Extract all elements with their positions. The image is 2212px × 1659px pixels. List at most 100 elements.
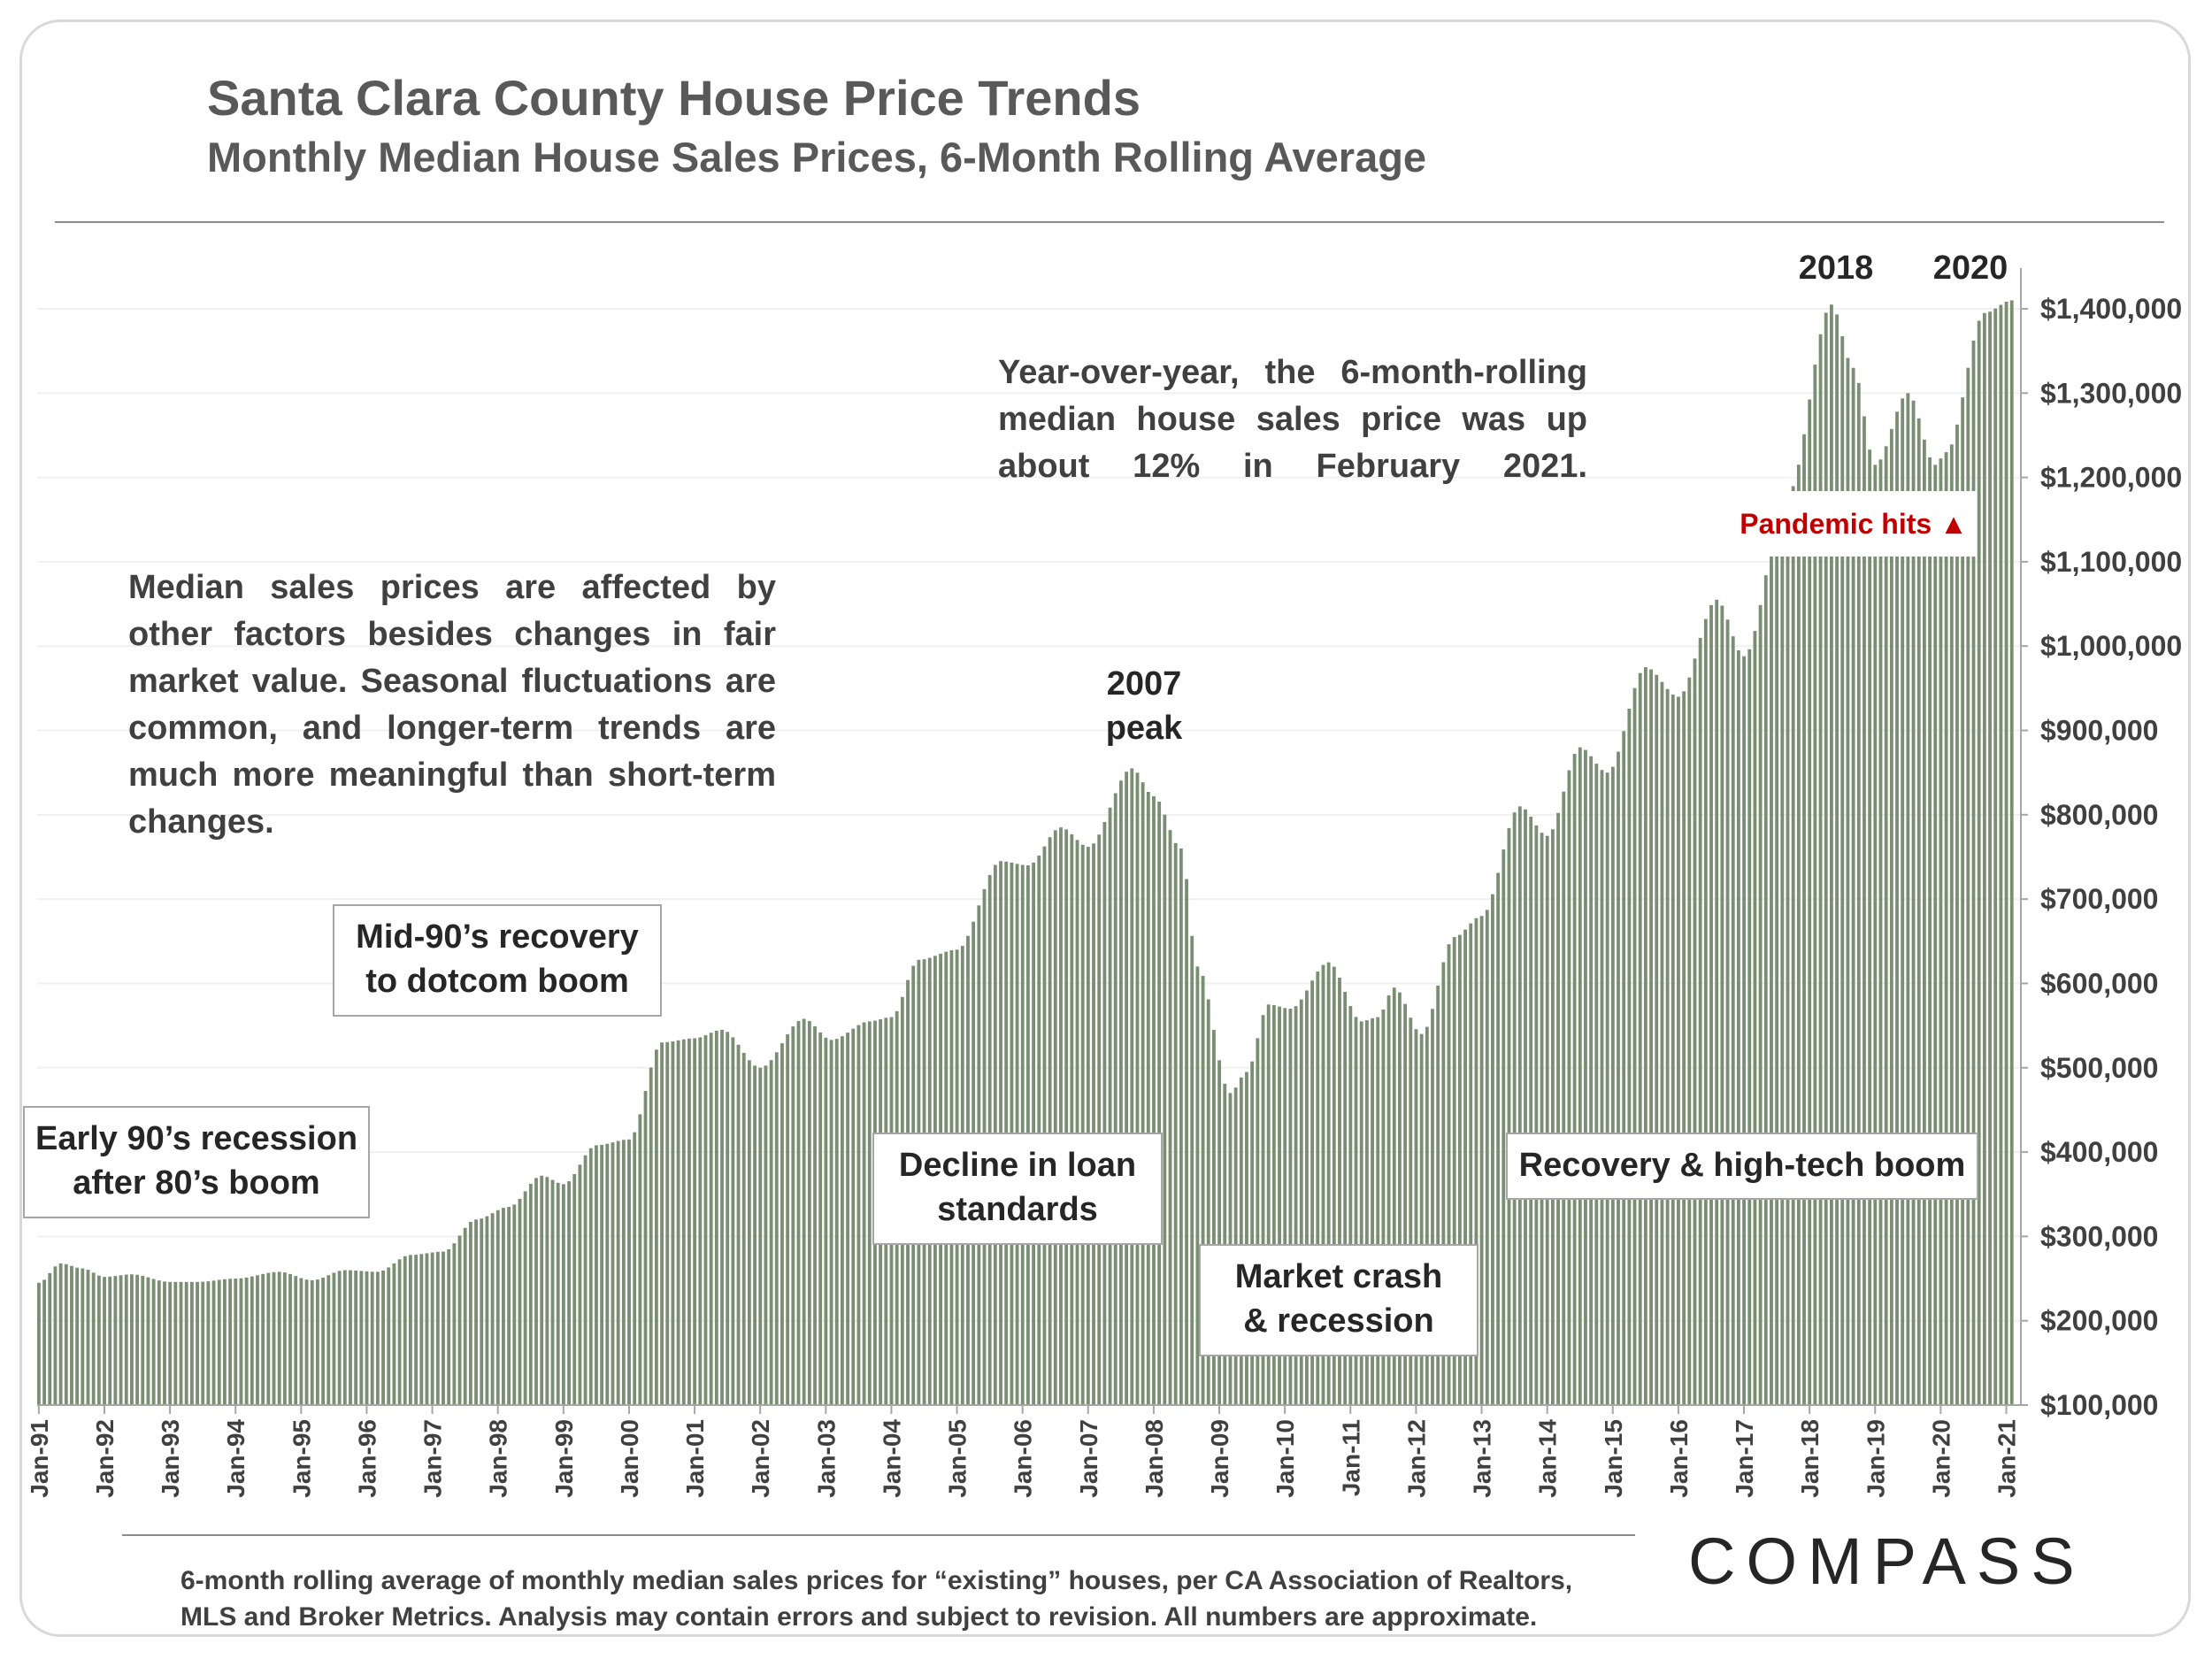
bar <box>359 1271 364 1405</box>
bar <box>1944 452 1948 1405</box>
y-tick-label: $1,100,000 <box>2040 546 2182 578</box>
bar <box>720 1029 724 1405</box>
bar <box>791 1026 795 1405</box>
bar <box>1392 987 1396 1405</box>
bar <box>578 1164 582 1405</box>
bar <box>786 1033 790 1405</box>
bar <box>1386 995 1391 1405</box>
bar <box>1813 365 1817 1406</box>
bar <box>807 1020 811 1405</box>
bar <box>299 1278 303 1405</box>
y-tick-label: $600,000 <box>2040 967 2158 999</box>
bar <box>81 1268 85 1405</box>
bar <box>856 1025 861 1405</box>
y-tick-label: $700,000 <box>2040 883 2158 915</box>
bar <box>124 1274 128 1405</box>
bar <box>867 1021 872 1405</box>
y-tick-label: $100,000 <box>2040 1389 2158 1421</box>
bar <box>753 1065 757 1405</box>
bar <box>1655 674 1659 1405</box>
bar <box>1403 1003 1408 1405</box>
x-tick-label: Jan-94 <box>222 1419 250 1498</box>
bar <box>1321 964 1325 1405</box>
bar <box>676 1040 680 1405</box>
bar <box>1999 304 2003 1405</box>
bar <box>1048 837 1052 1405</box>
x-tick-label: Jan-05 <box>944 1419 972 1498</box>
bar <box>2009 300 2014 1406</box>
bar <box>1245 1071 1248 1405</box>
bar <box>736 1044 741 1405</box>
bar <box>583 1155 588 1405</box>
x-tick-label: Jan-09 <box>1206 1419 1233 1498</box>
x-tick-label: Jan-12 <box>1402 1419 1430 1498</box>
bar <box>758 1067 763 1405</box>
bar <box>1119 780 1123 1405</box>
bar <box>1763 575 1768 1405</box>
bar <box>189 1281 194 1405</box>
bar <box>1840 335 1845 1406</box>
bar <box>1283 1008 1287 1405</box>
x-tick-label: Jan-00 <box>616 1419 643 1498</box>
x-tick-label: Jan-01 <box>681 1419 709 1498</box>
peak-2007-word: peak <box>1105 710 1183 747</box>
bar <box>414 1255 419 1405</box>
bar <box>1829 304 1833 1406</box>
bar <box>572 1173 577 1405</box>
bar <box>58 1263 63 1405</box>
bar <box>846 1033 849 1405</box>
bar <box>135 1274 140 1405</box>
bar <box>1108 807 1112 1405</box>
bar <box>381 1271 385 1405</box>
bar <box>1709 604 1713 1405</box>
bar <box>425 1253 429 1405</box>
footer-divider <box>122 1534 1635 1536</box>
bar <box>239 1278 243 1405</box>
bar <box>1064 829 1069 1405</box>
y-tick-label: $500,000 <box>2040 1052 2158 1084</box>
y-tick-label: $1,000,000 <box>2040 630 2182 662</box>
bar <box>1070 833 1074 1405</box>
bar <box>1195 966 1200 1405</box>
x-tick-label: Jan-07 <box>1075 1419 1102 1498</box>
bar <box>824 1037 828 1405</box>
bar <box>457 1235 462 1405</box>
bar <box>605 1143 610 1405</box>
bar <box>1572 754 1577 1405</box>
x-tick-label: Jan-11 <box>1337 1419 1364 1496</box>
bar <box>261 1273 265 1405</box>
bar <box>442 1251 445 1405</box>
bar <box>1409 1018 1413 1405</box>
bar <box>75 1267 80 1405</box>
bar <box>119 1275 123 1405</box>
bar <box>1873 465 1878 1405</box>
bar <box>550 1179 555 1405</box>
bar <box>1863 416 1866 1405</box>
bar <box>70 1265 73 1405</box>
bar <box>387 1267 391 1405</box>
mid90s-line2: to dotcom boom <box>365 963 629 1000</box>
bar <box>780 1043 784 1405</box>
bar <box>687 1038 691 1405</box>
bar <box>1791 486 1795 1406</box>
bar <box>1824 312 1828 1406</box>
decline-line1: Decline in loan <box>898 1147 1137 1184</box>
y-tick-label: $300,000 <box>2040 1220 2158 1252</box>
bar <box>518 1198 522 1405</box>
bar <box>244 1277 249 1405</box>
bar <box>354 1271 358 1405</box>
bar <box>1802 434 1806 1406</box>
bar <box>1436 985 1440 1405</box>
bar <box>1179 848 1183 1405</box>
bar <box>1256 1038 1260 1405</box>
bar <box>1217 1060 1222 1405</box>
x-tick-label: Jan-18 <box>1796 1419 1824 1498</box>
bar <box>1878 459 1883 1405</box>
bar <box>698 1037 703 1405</box>
bar <box>349 1270 352 1405</box>
bar <box>223 1279 227 1405</box>
bar <box>1671 694 1675 1405</box>
bar <box>829 1040 833 1405</box>
bar <box>201 1281 205 1405</box>
bar <box>1747 649 1752 1405</box>
